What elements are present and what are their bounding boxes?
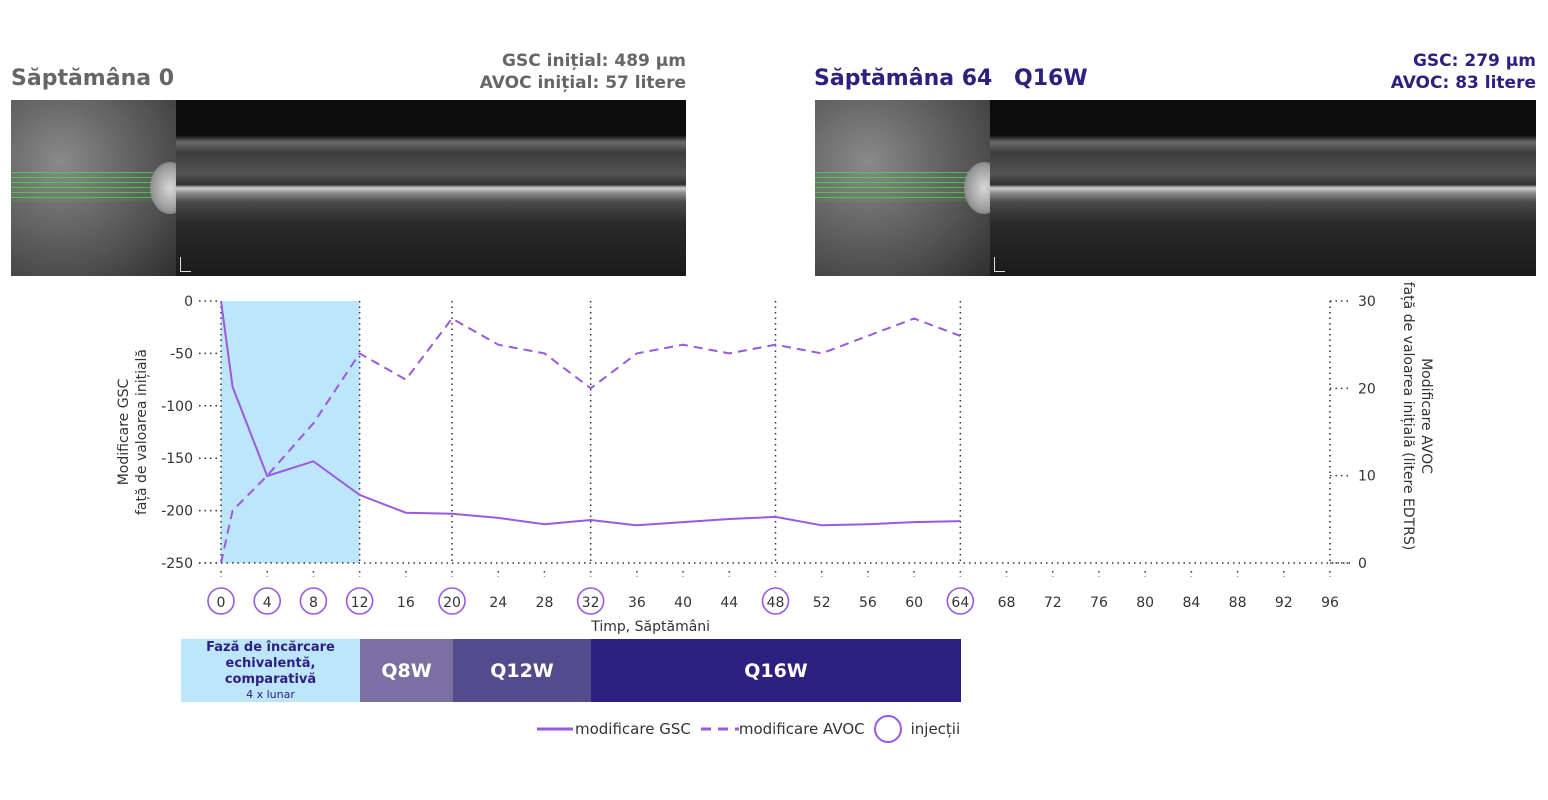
y-right-tick-label: 0 xyxy=(1358,556,1367,572)
x-tick-label: 88 xyxy=(1229,595,1247,611)
x-tick-label: 32 xyxy=(582,595,600,611)
x-tick-label: 52 xyxy=(813,595,831,611)
fundus-image xyxy=(11,100,190,276)
x-tick-label: 40 xyxy=(674,595,692,611)
avoc-change-line xyxy=(220,317,961,564)
loading-phase-bar: Fază de încărcare echivalentă, comparati… xyxy=(181,639,360,702)
dashed-line-icon xyxy=(700,727,739,731)
left-panel-stats: GSC inițial: 489 µm AVOC inițial: 57 lit… xyxy=(480,50,686,94)
x-tick-label: 28 xyxy=(536,595,554,611)
left-avoc-stat: AVOC inițial: 57 litere xyxy=(479,73,686,93)
legend-avoc: modificare AVOC xyxy=(699,720,865,738)
y-left-axis-label: Modificare GSC xyxy=(116,379,132,486)
injection-marker-week-0 xyxy=(207,587,235,615)
oct-scan-week-0 xyxy=(11,100,686,276)
right-gsc-stat: GSC: 279 µm xyxy=(1412,51,1536,71)
left-panel-title: Săptămâna 0 xyxy=(11,66,175,91)
right-panel-title: Săptămâna 64 Q16W xyxy=(814,66,1088,91)
injection-marker-week-12 xyxy=(345,587,374,615)
legend-injections-label: injecții xyxy=(910,720,961,738)
x-tick-label: 8 xyxy=(309,595,318,611)
oct-cross-section xyxy=(990,100,1536,276)
y-left-tick-label: -100 xyxy=(161,399,193,415)
x-tick-label: 80 xyxy=(1136,595,1154,611)
q8w-phase-bar: Q8W xyxy=(360,639,453,702)
injection-marker-week-20 xyxy=(438,587,466,615)
injection-marker-week-8 xyxy=(299,587,328,615)
x-tick-label: 20 xyxy=(443,595,461,611)
loading-phase-subtitle: 4 x lunar xyxy=(246,688,295,701)
chart-legend: modificare GSC modificare AVOC injecții xyxy=(537,714,968,744)
x-tick-label: 44 xyxy=(720,595,738,611)
right-panel-stats: GSC: 279 µm AVOC: 83 litere xyxy=(1391,50,1536,94)
x-tick-label: 92 xyxy=(1275,595,1293,611)
y-right-tick-label: 30 xyxy=(1358,294,1376,310)
x-tick-label: 68 xyxy=(998,595,1016,611)
y-left-tick-label: -50 xyxy=(170,346,193,362)
x-tick-label: 48 xyxy=(767,595,785,611)
x-axis-label: Timp, Săptămâni xyxy=(590,619,710,635)
y-right-tick-label: 10 xyxy=(1358,469,1376,485)
q12w-phase-bar: Q12W xyxy=(453,639,591,702)
injection-marker-week-32 xyxy=(576,587,605,615)
q16w-label: Q16W xyxy=(744,659,808,682)
x-tick-label: 4 xyxy=(263,595,272,611)
x-tick-label: 64 xyxy=(951,595,969,611)
x-tick-label: 76 xyxy=(1090,595,1108,611)
loading-phase-shading xyxy=(221,301,360,563)
legend-injections: injecții xyxy=(873,714,961,744)
scan-lines xyxy=(815,172,990,202)
x-tick-label: 72 xyxy=(1044,595,1062,611)
right-avoc-stat: AVOC: 83 litere xyxy=(1390,73,1536,93)
y-right-axis-label: Modificare AVOC xyxy=(1418,358,1434,474)
injection-marker-week-4 xyxy=(253,587,282,615)
gsc-change-line xyxy=(220,300,961,527)
x-tick-label: 96 xyxy=(1321,595,1339,611)
y-left-tick-label: 0 xyxy=(184,294,193,310)
oct-scan-week-64 xyxy=(815,100,1536,276)
legend-gsc: modificare GSC xyxy=(537,720,691,738)
x-tick-label: 0 xyxy=(217,595,226,611)
right-regimen-label: Q16W xyxy=(1014,66,1088,91)
loading-phase-title: Fază de încărcare echivalentă, comparati… xyxy=(206,640,335,687)
left-gsc-stat: GSC inițial: 489 µm xyxy=(502,51,686,71)
y-right-axis-label: față de valoarea inițială (litere EDTRS) xyxy=(1400,282,1416,551)
fundus-image xyxy=(815,100,1004,276)
x-tick-label: 24 xyxy=(489,595,507,611)
x-tick-label: 36 xyxy=(628,595,646,611)
legend-avoc-label: modificare AVOC xyxy=(738,720,865,738)
x-tick-label: 16 xyxy=(397,595,415,611)
legend-gsc-label: modificare GSC xyxy=(575,720,691,738)
x-tick-label: 12 xyxy=(351,595,369,611)
q12w-label: Q12W xyxy=(490,659,554,682)
y-left-tick-label: -250 xyxy=(161,556,193,572)
solid-line-icon xyxy=(537,727,573,731)
y-left-tick-label: -200 xyxy=(161,504,193,520)
injection-marker-week-64 xyxy=(946,587,975,615)
q8w-label: Q8W xyxy=(381,659,432,682)
x-tick-label: 60 xyxy=(905,595,923,611)
y-left-axis-label: față de valoarea inițială xyxy=(134,349,150,515)
y-right-tick-label: 20 xyxy=(1358,381,1376,397)
injection-circle-icon xyxy=(873,715,902,743)
x-tick-label: 56 xyxy=(859,595,877,611)
scan-lines xyxy=(11,172,176,202)
scale-bar-icon xyxy=(180,257,191,272)
y-left-tick-label: -150 xyxy=(161,451,193,467)
q16w-phase-bar: Q16W xyxy=(591,639,961,702)
x-tick-label: 84 xyxy=(1182,595,1200,611)
scale-bar-icon xyxy=(994,257,1005,272)
injection-marker-week-48 xyxy=(761,587,790,615)
right-week-label: Săptămâna 64 xyxy=(814,66,993,91)
oct-cross-section xyxy=(176,100,686,276)
